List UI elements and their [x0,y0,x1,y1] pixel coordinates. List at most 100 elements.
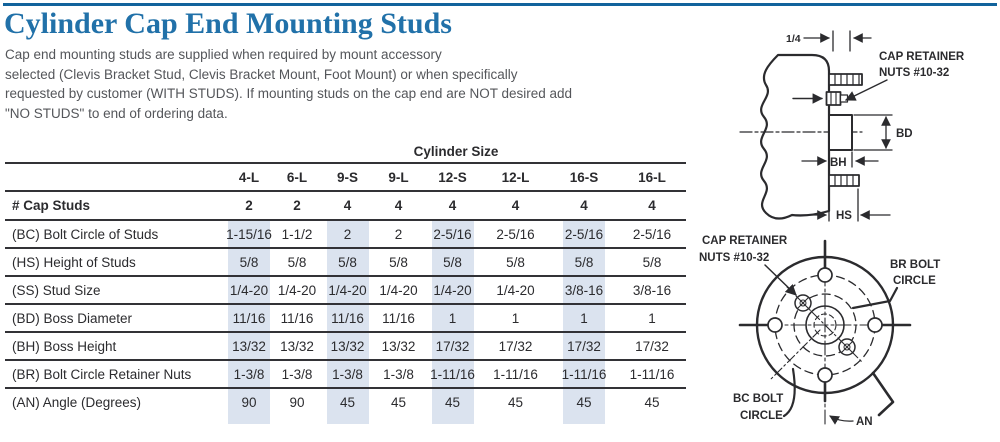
column-header: 12-L [481,163,550,192]
table-row: (BR) Bolt Circle Retainer Nuts 1-3/8 1-3/8… [5,360,687,389]
spec-cell-value: 45 [390,395,407,410]
spec-cell: 45 [322,388,373,416]
table-row: (HS) Height of Studs 5/8 5/8 5/8 5/8 5/8 5/8 5/… [5,248,687,277]
row-label: (BD) Boss Diameter [5,304,226,333]
spec-cell-value: 1-3/8 [228,361,270,387]
spec-cell-value: (HS) Height of Studs [12,254,136,270]
spec-cell-value: 45 [507,395,524,410]
spec-cell-value: 13/32 [381,338,416,354]
column-header: 4-L [226,163,272,192]
spec-cell-value: 1 [563,305,605,331]
spec-cell: 2-5/16 [618,220,687,249]
spec-cell-value: 17/32 [431,333,474,359]
table-row: (BD) Boss Diameter 11/16 11/16 11/16 11/16 1 1… [5,304,687,333]
column-header: 16-L [618,163,687,192]
spec-cell: 5/8 [322,248,373,277]
spec-cell-value: 1-3/8 [326,361,369,387]
spec-cell-value: 5/8 [326,249,369,275]
spec-cell-value: 4 [343,198,352,213]
spec-cell-value: 6-L [286,169,308,185]
spec-cell: 1 [550,304,618,333]
spec-cell: 5/8 [481,248,550,277]
spec-cell: 1-3/8 [373,360,424,389]
spec-cell: 1-11/16 [618,360,687,389]
spec-cell: 1-11/16 [550,360,618,389]
stud-hole [817,367,833,383]
spec-cell-value: 16-L [638,169,666,185]
spec-cell-value: 16-S [569,169,599,185]
spec-cell: 5/8 [272,248,322,277]
spec-cell-value: 1/4-20 [326,277,369,303]
spec-cell: 45 [424,388,481,416]
an-arc-arrow [829,415,854,425]
spec-cell-value: 1/4-20 [431,277,474,303]
spec-cell-value: 1/4-20 [379,282,418,298]
spec-cell [5,416,226,424]
row-label: (AN) Angle (Degrees) [5,388,226,416]
cap-studs-row: # Cap Studs 2 2 4 4 4 4 4 4 [5,191,687,221]
mounting-stud-bottom [828,174,860,187]
spec-cell-value: 5/8 [642,254,662,270]
spec-cell: 1 [424,304,481,333]
spec-cell-value: 5/8 [563,249,605,275]
spec-cell-value: (BD) Boss Diameter [12,310,133,326]
spec-cell: 13/32 [373,332,424,361]
row-label: # Cap Studs [5,191,226,221]
spec-cell-value: 9-L [388,169,409,185]
spec-cell: 1-3/8 [226,360,272,389]
spec-cell: 2 [373,220,424,249]
spec-cell-value [631,416,673,424]
spec-cell-value: 13/32 [326,333,369,359]
spec-cell-value [326,416,369,424]
spec-cell-value [563,416,605,424]
column-header-row: 4-L 6-L 9-S 9-L 12-S 12-L 16-S 16-L [5,163,687,192]
spec-cell-value: 5/8 [287,254,307,270]
spec-cell-value: 3/8-16 [563,277,605,303]
dim-hs-label: HS [836,210,852,222]
spec-cell-value: 13/32 [280,338,314,354]
spec-cell-value: # Cap Studs [12,198,91,213]
spec-cell-value: 4 [580,198,588,213]
spec-cell [272,416,322,424]
spec-cell-value: 5/8 [431,249,474,275]
spec-cell-value: 1-3/8 [281,366,313,382]
spec-cell: 1/4-20 [481,276,550,305]
cap-retainer-label-end-1: CAP RETAINER [702,235,788,247]
spec-cell: 1/4-20 [272,276,322,305]
an-diagonal-centerline [769,329,821,381]
spec-cell-value: 90 [228,389,270,416]
spec-cell-value: (BC) Bolt Circle of Studs [12,226,159,242]
spec-cell-value [228,416,270,424]
br-leader [851,286,899,310]
spec-cell: 17/32 [481,332,550,361]
page-title: Cylinder Cap End Mounting Studs [4,7,452,40]
table-row: (BC) Bolt Circle of Studs 1-15/16 1-1/2 2 2 2… [5,220,687,249]
spec-cell-value: 1 [648,310,656,326]
stud-hole [817,267,833,283]
spec-table: Cylinder Size 4-L 6-L 9-S 9-L 12-S 12-L 16-S 16… [5,140,687,424]
dim-quarter [803,30,872,52]
table-group-row: Cylinder Size [5,140,687,164]
spec-cell [481,416,550,424]
spec-cell-value: (SS) Stud Size [12,282,101,298]
spec-cell [373,416,424,424]
cap-retainer-label-side-2: NUTS #10-32 [879,67,949,79]
dim-bh [801,151,879,168]
spec-cell-value: 5/8 [389,254,408,270]
spec-cell [5,140,226,164]
spec-cell-value: 12-L [501,169,530,185]
spec-cell: 1/4-20 [226,276,272,305]
spec-cell-value: 4 [448,198,457,213]
row-label: (BR) Bolt Circle Retainer Nuts [5,360,226,389]
spec-cell-value [431,416,474,424]
intro-line: selected (Clevis Bracket Stud, Clevis Br… [5,66,518,82]
spec-cell-value: 17/32 [498,338,533,354]
spec-cell: 1-15/16 [226,220,272,249]
spec-cell: 1-1/2 [272,220,322,249]
spec-cell: 4 [373,191,424,221]
row-label: (SS) Stud Size [5,276,226,305]
spec-cell: 5/8 [618,248,687,277]
spec-cell-value: 1-11/16 [493,366,538,382]
cylinder-body [760,53,831,220]
column-header: 9-S [322,163,373,192]
